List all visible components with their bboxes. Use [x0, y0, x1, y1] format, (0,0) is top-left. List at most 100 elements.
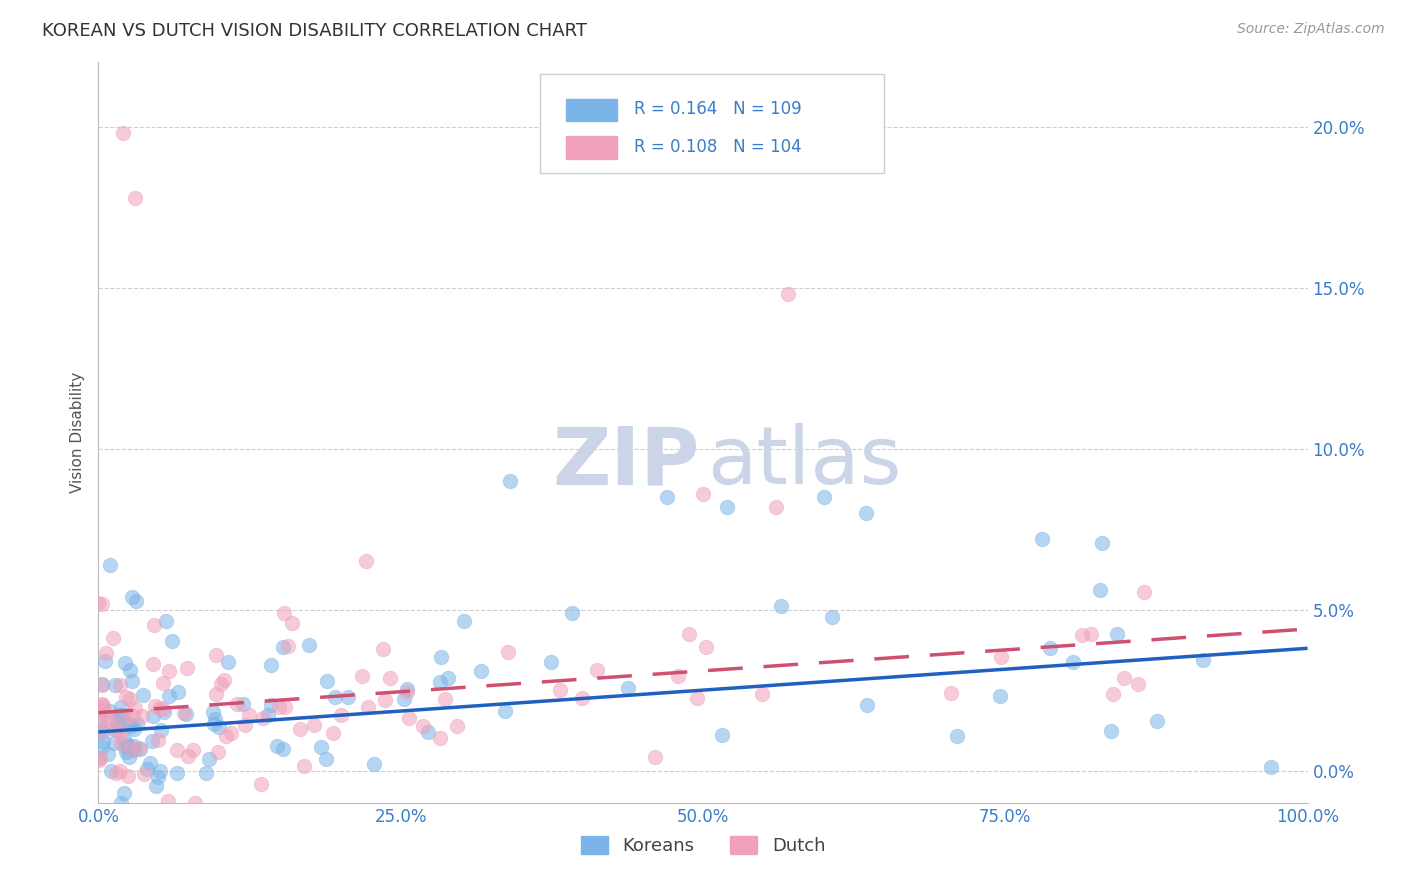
- Point: [91, 739, 114, 754]
- Point: [655, 490, 678, 504]
- Point: [396, 685, 419, 699]
- Point: [990, 650, 1012, 665]
- Point: [108, 764, 131, 778]
- Point: [110, 796, 132, 810]
- Point: [252, 711, 274, 725]
- Bar: [567, 136, 617, 159]
- Text: R = 0.108   N = 104: R = 0.108 N = 104: [634, 137, 801, 156]
- Point: [373, 642, 395, 657]
- Point: [395, 681, 418, 696]
- Y-axis label: Vision Disability: Vision Disability: [69, 372, 84, 493]
- Point: [149, 700, 172, 714]
- Point: [142, 618, 165, 632]
- Point: [122, 739, 145, 754]
- Point: [207, 746, 229, 760]
- Point: [117, 769, 139, 783]
- Point: [131, 708, 153, 723]
- Point: [233, 718, 256, 732]
- Point: [1192, 653, 1215, 667]
- Point: [117, 716, 139, 731]
- Point: [232, 697, 254, 711]
- Point: [692, 487, 714, 501]
- Point: [176, 661, 198, 675]
- Point: [125, 716, 148, 731]
- Point: [142, 708, 165, 723]
- Point: [1107, 627, 1129, 641]
- Point: [167, 684, 190, 698]
- Point: [115, 690, 138, 705]
- Point: [813, 490, 835, 504]
- Point: [311, 740, 333, 755]
- Point: [1062, 656, 1084, 670]
- Point: [412, 719, 434, 733]
- Point: [124, 722, 146, 736]
- Point: [225, 698, 247, 712]
- Point: [208, 720, 231, 734]
- Point: [273, 607, 295, 621]
- Point: [217, 655, 239, 669]
- Point: [1260, 760, 1282, 774]
- Point: [751, 687, 773, 701]
- Point: [108, 726, 131, 740]
- Point: [416, 725, 439, 739]
- Point: [124, 191, 146, 205]
- Point: [315, 752, 337, 766]
- Point: [337, 690, 360, 705]
- Point: [571, 690, 593, 705]
- Point: [1099, 723, 1122, 738]
- Point: [98, 558, 121, 572]
- Point: [96, 646, 118, 660]
- Point: [273, 700, 295, 714]
- Point: [91, 733, 114, 747]
- Point: [181, 742, 204, 756]
- Point: [392, 692, 415, 706]
- Point: [205, 687, 228, 701]
- Point: [204, 712, 226, 726]
- Point: [160, 633, 183, 648]
- Point: [260, 658, 283, 673]
- Point: [87, 710, 110, 724]
- Point: [112, 732, 135, 747]
- Point: [115, 745, 138, 759]
- Point: [118, 750, 141, 764]
- Point: [446, 719, 468, 733]
- Point: [695, 640, 717, 655]
- Point: [157, 690, 180, 704]
- Point: [212, 673, 235, 688]
- Point: [260, 698, 283, 713]
- Point: [946, 730, 969, 744]
- Point: [90, 677, 112, 691]
- Point: [97, 713, 120, 727]
- Point: [94, 654, 117, 668]
- Point: [434, 692, 457, 706]
- Point: [197, 752, 219, 766]
- Point: [117, 738, 139, 752]
- FancyBboxPatch shape: [540, 73, 884, 173]
- Bar: [567, 99, 617, 121]
- Point: [122, 709, 145, 723]
- Point: [91, 697, 114, 711]
- Point: [769, 599, 792, 614]
- Point: [201, 706, 224, 720]
- Point: [1031, 532, 1053, 546]
- Point: [103, 632, 125, 646]
- Point: [132, 767, 155, 781]
- Point: [114, 740, 136, 755]
- Point: [104, 678, 127, 692]
- Point: [115, 711, 138, 725]
- Point: [112, 786, 135, 800]
- Point: [128, 740, 150, 755]
- Legend: Koreans, Dutch: Koreans, Dutch: [572, 827, 834, 864]
- Point: [257, 707, 280, 722]
- Point: [132, 688, 155, 702]
- Point: [354, 554, 377, 568]
- Point: [1128, 677, 1150, 691]
- Point: [145, 779, 167, 793]
- Point: [157, 664, 180, 678]
- Point: [495, 704, 517, 718]
- Point: [110, 736, 132, 750]
- Point: [100, 713, 122, 727]
- Point: [166, 742, 188, 756]
- Point: [267, 699, 290, 714]
- Point: [110, 707, 132, 722]
